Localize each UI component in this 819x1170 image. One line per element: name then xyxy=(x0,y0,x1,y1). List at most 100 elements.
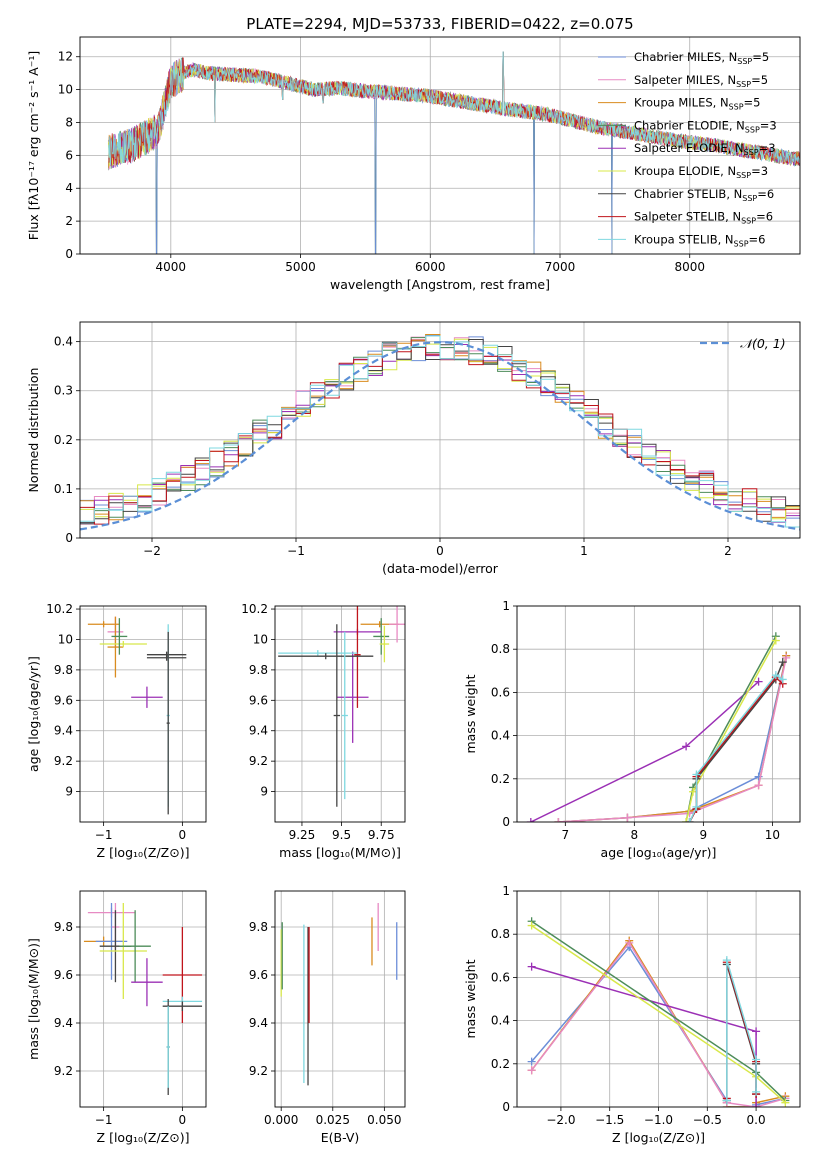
x-axis-label: mass [log₁₀(M/M⊙)] xyxy=(279,845,401,860)
legend-subscript: SSP xyxy=(736,171,751,180)
y-axis-label: mass weight xyxy=(463,959,478,1038)
series-marker-2 xyxy=(754,781,763,790)
y-tick-label: 10 xyxy=(58,632,73,646)
mass-vs-extinction-panel: 0.000 0.025 0.050 9.2 9.4 9.6 9.8 E(B-V) xyxy=(249,890,406,1145)
y-tick-label: 0 xyxy=(502,1100,510,1114)
x-tick-label: −1 xyxy=(95,1113,113,1127)
legend-suffix: =6 xyxy=(756,210,773,224)
errorbars xyxy=(280,903,398,1086)
x-tick-label: −2 xyxy=(143,544,161,558)
normal-reference-curve xyxy=(80,341,800,531)
x-tick-label: 0.0 xyxy=(747,1113,766,1127)
y-tick-label: 9.4 xyxy=(249,1016,268,1030)
x-tick-label: −1.5 xyxy=(595,1113,624,1127)
errorbar-point-3 xyxy=(95,903,128,980)
y-tick-label: 0.6 xyxy=(491,685,510,699)
legend-subscript: SSP xyxy=(744,148,759,157)
legend-entry-8: Kroupa STELIB, NSSP=6 xyxy=(634,232,765,248)
legend-suffix: =6 xyxy=(749,232,766,246)
errorbar-point-0 xyxy=(87,621,120,628)
y-tick-label: 9.6 xyxy=(54,693,73,707)
x-axis-label: wavelength [Angstrom, rest frame] xyxy=(330,277,550,292)
plot-frame xyxy=(79,36,801,255)
legend-subscript: SSP xyxy=(729,103,744,112)
errorbar-point-2 xyxy=(373,618,390,655)
y-axis-label: mass [log₁₀(M/M⊙)] xyxy=(26,938,41,1060)
series-marker-2 xyxy=(625,938,634,947)
x-axis-label: E(B-V) xyxy=(321,1130,360,1145)
histogram-series-8 xyxy=(80,335,800,528)
legend-subscript: SSP xyxy=(734,239,749,248)
series-line-6 xyxy=(726,964,757,1101)
series-marker-8 xyxy=(685,818,694,822)
plot-frame xyxy=(79,890,207,1108)
x-tick-label: 2 xyxy=(724,544,732,558)
y-tick-label: 0 xyxy=(502,815,510,829)
series-marker-5 xyxy=(689,787,698,796)
errorbar-point-6 xyxy=(119,910,151,983)
series-marker-2 xyxy=(685,809,694,818)
legend-entry-4: Salpeter ELODIE, NSSP=3 xyxy=(634,141,776,157)
legend-text: Chabrier ELODIE, N xyxy=(634,118,745,132)
y-tick-label: 0.2 xyxy=(54,433,73,447)
x-tick-label: −1 xyxy=(95,828,113,842)
errorbar-point-1 xyxy=(389,606,405,643)
legend-entry-1: Salpeter MILES, NSSP=5 xyxy=(634,73,768,89)
series-marker-2 xyxy=(782,653,791,662)
errorbar-point-12 xyxy=(166,1006,170,1088)
series-marker-8 xyxy=(752,1055,761,1064)
y-axis-label: Flux [fλ10⁻¹⁷ erg cm⁻² s⁻¹ A⁻¹] xyxy=(26,51,41,240)
x-tick-label: 6000 xyxy=(415,260,446,274)
legend-suffix: =3 xyxy=(760,118,777,132)
errorbars xyxy=(278,606,405,807)
x-axis-label: age [log₁₀(age/yr)] xyxy=(601,845,717,860)
plot-frame xyxy=(516,890,801,1108)
series-marker-2 xyxy=(554,818,563,822)
legend-subscript: SSP xyxy=(736,80,751,89)
y-tick-label: 0.2 xyxy=(491,772,510,786)
lines xyxy=(526,632,791,822)
x-tick-label: 9.75 xyxy=(368,828,395,842)
x-tick-label: 0 xyxy=(179,1113,187,1127)
series-marker-2 xyxy=(623,813,632,822)
y-tick-label: 2 xyxy=(65,214,73,228)
y-tick-label: 9.8 xyxy=(249,663,268,677)
errorbar-point-6 xyxy=(354,606,361,708)
y-tick-label: 1 xyxy=(502,884,510,898)
y-tick-label: 9.4 xyxy=(54,724,73,738)
spectrum-series-8 xyxy=(108,51,800,166)
legend-subscript: SSP xyxy=(742,194,757,203)
legend-suffix: =5 xyxy=(751,73,768,87)
x-tick-label: 9.5 xyxy=(332,828,351,842)
y-tick-label: 9.6 xyxy=(54,968,73,982)
y-axis-label: Normed distribution xyxy=(26,368,41,493)
legend-entry-6: Chabrier STELIB, NSSP=6 xyxy=(634,187,774,203)
plot-frame xyxy=(274,890,406,1108)
x-tick-label: −1 xyxy=(287,544,305,558)
plot-frame xyxy=(274,605,406,823)
y-tick-label: 9 xyxy=(65,785,73,799)
x-tick-label: 5000 xyxy=(285,260,316,274)
y-tick-label: 0 xyxy=(65,247,73,261)
y-tick-label: 0.2 xyxy=(491,1057,510,1071)
x-tick-label: 9 xyxy=(700,828,708,842)
x-tick-label: 0.050 xyxy=(367,1113,401,1127)
series-marker-5 xyxy=(771,636,780,645)
y-tick-label: 9.6 xyxy=(249,968,268,982)
plot-frame xyxy=(79,605,207,823)
y-tick-label: 0.3 xyxy=(54,384,73,398)
legend-subscript: SSP xyxy=(745,125,760,134)
y-tick-label: 0.8 xyxy=(491,927,510,941)
legend-text: Chabrier STELIB, N xyxy=(634,187,742,201)
x-tick-label: −2.0 xyxy=(546,1113,575,1127)
y-tick-label: 12 xyxy=(58,50,73,64)
y-tick-label: 9 xyxy=(260,785,268,799)
errorbar-point-7 xyxy=(278,650,358,657)
series-marker-8 xyxy=(722,956,731,965)
spectrum-lines xyxy=(108,51,800,254)
y-tick-label: 9.4 xyxy=(54,1016,73,1030)
y-tick-label: 9.8 xyxy=(54,920,73,934)
series-marker-8 xyxy=(692,770,701,779)
y-tick-label: 9.8 xyxy=(249,920,268,934)
y-tick-label: 10.2 xyxy=(46,602,73,616)
